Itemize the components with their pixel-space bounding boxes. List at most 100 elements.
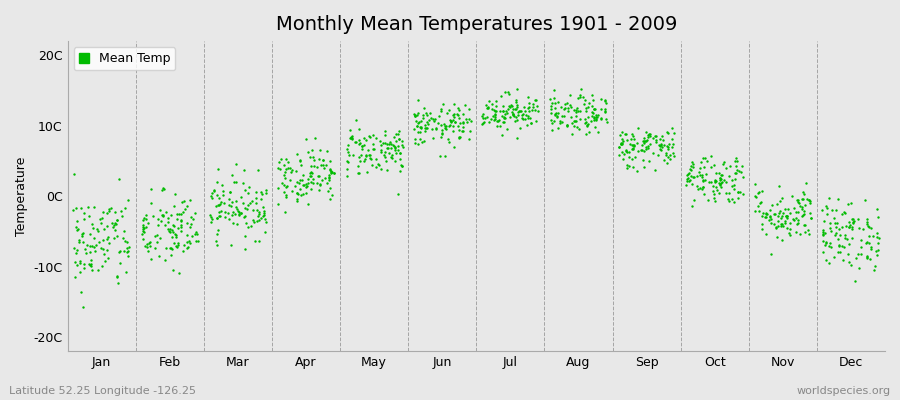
Point: [860, 253, 874, 260]
Point: [368, 164, 382, 171]
Point: [209, 238, 223, 244]
Point: [212, 202, 226, 208]
Point: [247, 219, 261, 226]
Point: [804, 215, 818, 222]
Point: [698, 177, 713, 183]
Point: [580, 104, 595, 111]
Point: [547, 87, 562, 93]
Point: [816, 231, 831, 238]
Point: [279, 184, 293, 190]
Point: [106, 222, 121, 228]
Point: [547, 100, 562, 106]
Point: [616, 156, 630, 162]
Point: [509, 86, 524, 92]
Point: [476, 115, 491, 121]
Point: [488, 112, 502, 118]
Point: [156, 212, 170, 218]
Point: [788, 208, 803, 215]
Point: [178, 205, 193, 212]
Point: [188, 210, 202, 216]
Point: [841, 251, 855, 257]
Point: [395, 144, 410, 150]
Point: [356, 158, 371, 164]
Y-axis label: Temperature: Temperature: [15, 156, 28, 236]
Point: [554, 104, 568, 110]
Point: [770, 234, 784, 240]
Point: [256, 212, 271, 218]
Point: [339, 166, 354, 172]
Point: [627, 136, 642, 142]
Point: [719, 165, 733, 172]
Point: [137, 228, 151, 235]
Point: [710, 187, 724, 193]
Point: [410, 123, 424, 130]
Point: [598, 106, 613, 112]
Point: [321, 177, 336, 183]
Point: [845, 216, 859, 222]
Point: [290, 179, 304, 186]
Point: [291, 191, 305, 197]
Point: [174, 222, 188, 228]
Point: [384, 154, 399, 160]
Point: [135, 222, 149, 228]
Point: [302, 173, 317, 180]
Point: [447, 119, 462, 125]
Point: [369, 156, 383, 162]
Point: [736, 174, 751, 180]
Point: [689, 172, 704, 179]
Point: [695, 186, 709, 192]
Point: [365, 162, 380, 168]
Point: [680, 181, 694, 188]
Point: [870, 252, 885, 258]
Point: [376, 140, 391, 146]
Point: [257, 216, 272, 222]
Point: [438, 126, 453, 132]
Point: [521, 94, 535, 100]
Point: [95, 263, 110, 270]
Point: [71, 226, 86, 232]
Point: [306, 154, 320, 161]
Point: [84, 260, 98, 267]
Point: [666, 152, 680, 159]
Point: [613, 132, 627, 138]
Point: [617, 151, 632, 157]
Point: [839, 223, 853, 230]
Point: [548, 112, 562, 118]
Point: [322, 185, 337, 191]
Point: [436, 100, 450, 107]
Point: [637, 164, 652, 170]
Point: [708, 184, 723, 190]
Point: [618, 131, 633, 138]
Point: [761, 217, 776, 224]
Point: [478, 115, 492, 122]
Point: [845, 235, 859, 241]
Title: Monthly Mean Temperatures 1901 - 2009: Monthly Mean Temperatures 1901 - 2009: [275, 15, 677, 34]
Point: [296, 172, 310, 178]
Point: [446, 112, 460, 119]
Point: [823, 243, 837, 249]
Point: [315, 177, 329, 184]
Point: [388, 138, 402, 144]
Point: [447, 111, 462, 117]
Point: [823, 220, 837, 226]
Point: [846, 216, 860, 222]
Point: [316, 156, 330, 163]
Point: [824, 244, 838, 250]
Point: [229, 160, 243, 167]
Point: [371, 160, 385, 167]
Point: [342, 152, 356, 158]
Point: [564, 114, 579, 120]
Point: [446, 144, 461, 150]
Point: [755, 212, 770, 219]
Point: [485, 106, 500, 112]
Point: [83, 262, 97, 268]
Point: [359, 137, 374, 144]
Point: [88, 248, 103, 255]
Point: [835, 243, 850, 250]
Point: [504, 102, 518, 108]
Point: [258, 218, 273, 225]
Point: [797, 202, 812, 208]
Point: [684, 173, 698, 180]
Point: [363, 134, 377, 140]
Point: [687, 197, 701, 203]
